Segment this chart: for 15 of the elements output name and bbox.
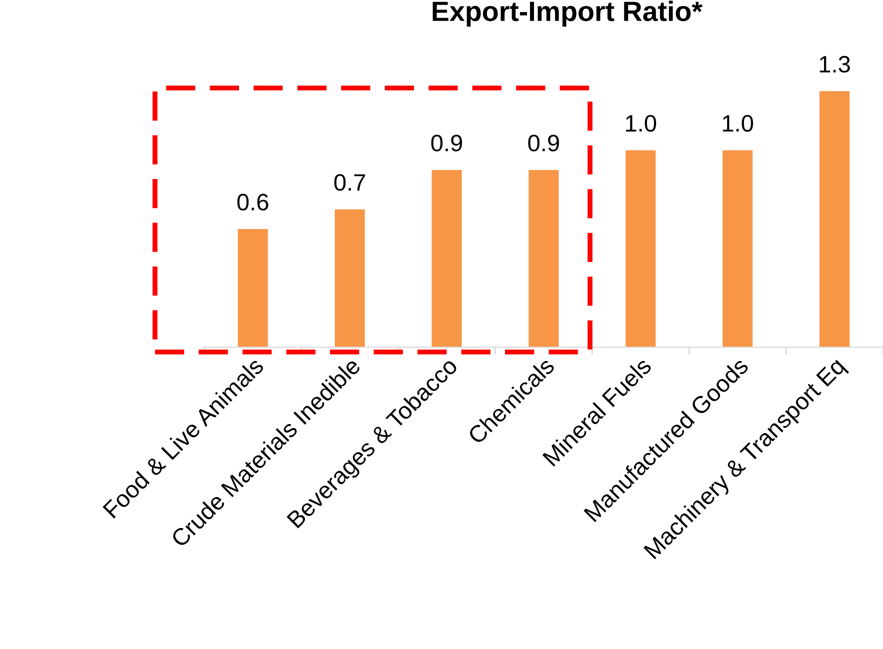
data-label: 0.6 bbox=[237, 194, 268, 210]
chart-title: Export-Import Ratio* bbox=[432, 0, 702, 27]
bar bbox=[238, 229, 268, 348]
bar bbox=[334, 209, 365, 348]
data-label: 1.3 bbox=[820, 56, 850, 73]
bar bbox=[528, 170, 559, 348]
bar bbox=[626, 150, 656, 348]
data-label: 1.0 bbox=[722, 114, 754, 132]
data-label: 0.9 bbox=[528, 134, 559, 152]
bar bbox=[820, 91, 850, 348]
data-label: 0.9 bbox=[431, 134, 462, 152]
data-label: 1.0 bbox=[626, 114, 656, 132]
bar bbox=[722, 150, 753, 348]
data-label: 0.7 bbox=[334, 174, 366, 191]
bar bbox=[432, 170, 462, 348]
